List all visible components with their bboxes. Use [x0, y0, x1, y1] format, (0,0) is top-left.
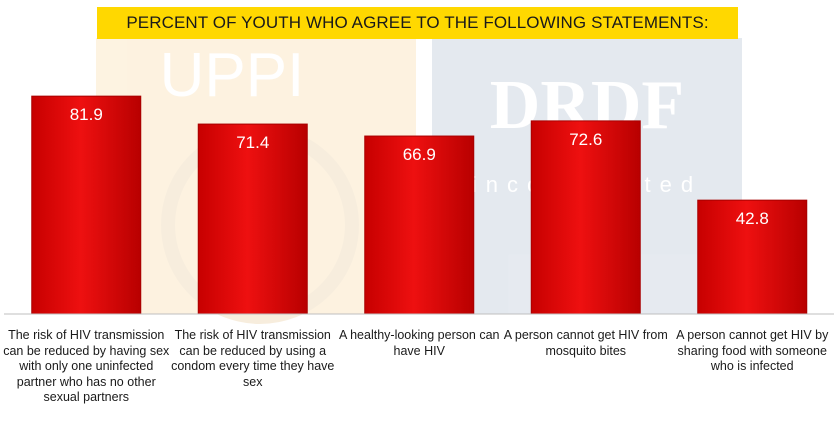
category-label: A healthy-looking person can have HIV — [338, 328, 500, 358]
category-label: A person cannot get HIV by sharing food … — [676, 328, 829, 373]
bar — [364, 135, 475, 315]
bar-value-label: 72.6 — [569, 130, 602, 149]
uppi-logo-text: UPPI — [160, 41, 305, 110]
bar — [31, 95, 142, 315]
bar-value-label: 71.4 — [236, 133, 269, 152]
bar-value-label: 81.9 — [70, 105, 103, 124]
bar — [697, 199, 808, 315]
bar — [530, 120, 641, 315]
category-label: The risk of HIV transmission can be redu… — [171, 328, 335, 389]
category-label: A person cannot get HIV from mosquito bi… — [503, 328, 668, 358]
category-label: The risk of HIV transmission can be redu… — [3, 328, 170, 404]
bar — [197, 123, 308, 315]
bar-value-label: 66.9 — [403, 145, 436, 164]
chart-title: PERCENT OF YOUTH WHO AGREE TO THE FOLLOW… — [97, 7, 738, 39]
bar-value-label: 42.8 — [736, 209, 769, 228]
